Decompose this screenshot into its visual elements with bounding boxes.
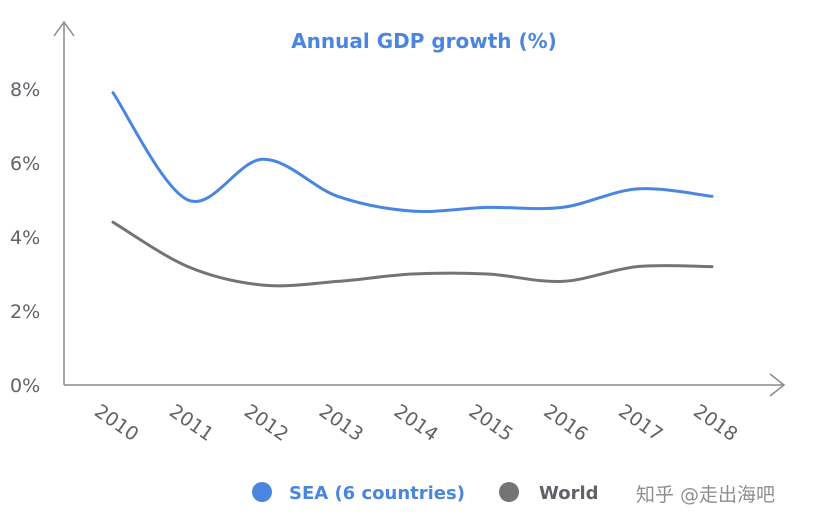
- y-tick-labels: 0% 2% 4% 6% 8%: [10, 79, 40, 397]
- x-axis-arrow: [769, 373, 786, 397]
- legend-marker-world: [499, 482, 519, 502]
- y-tick-label: 0%: [10, 375, 40, 397]
- y-tick-label: 2%: [10, 301, 40, 323]
- x-tick-label: 2014: [390, 400, 442, 446]
- legend-label-world: World: [539, 483, 599, 504]
- x-tick-label: 2013: [315, 400, 367, 446]
- x-tick-label: 2015: [465, 400, 517, 446]
- axes: [53, 20, 786, 397]
- y-tick-label: 4%: [10, 227, 40, 249]
- x-tick-label: 2010: [90, 400, 142, 446]
- y-axis-arrow: [53, 20, 75, 37]
- legend-marker-sea: [252, 482, 272, 502]
- legend: SEA (6 countries) World: [252, 482, 599, 504]
- x-tick-label: 2018: [689, 400, 741, 446]
- chart-title: Annual GDP growth (%): [291, 29, 557, 53]
- x-tick-labels: 2010 2011 2012 2013 2014 2015 2016 2017 2018: [90, 400, 741, 446]
- x-tick-label: 2011: [165, 400, 217, 446]
- x-tick-label: 2017: [614, 400, 666, 446]
- series-lines: [111, 91, 714, 288]
- legend-label-sea: SEA (6 countries): [289, 483, 465, 504]
- y-tick-label: 8%: [10, 79, 40, 101]
- series-line-sea: [111, 91, 714, 213]
- series-line-world: [111, 220, 714, 288]
- x-tick-label: 2016: [540, 400, 592, 446]
- x-tick-label: 2012: [240, 400, 292, 446]
- y-tick-label: 6%: [10, 153, 40, 175]
- watermark: 知乎 @走出海吧: [636, 484, 775, 506]
